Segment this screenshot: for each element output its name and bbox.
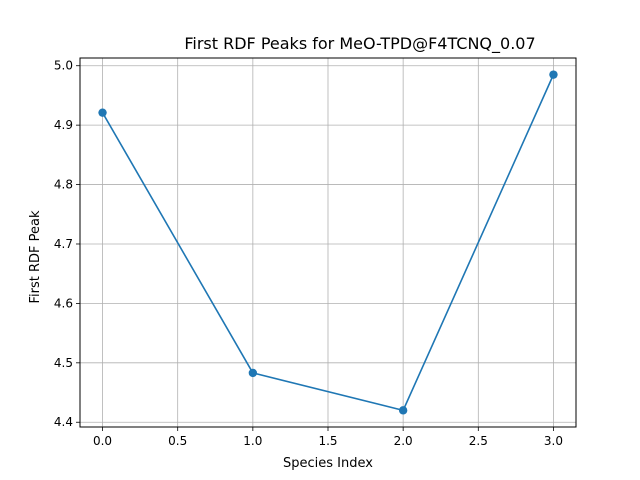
data-point <box>398 406 408 415</box>
y-tick-label: 4.5 <box>54 356 73 370</box>
x-axis-label: Species Index <box>283 456 373 471</box>
x-tick-label: 1.5 <box>318 434 337 448</box>
x-tick-label: 0.0 <box>93 434 112 448</box>
y-tick-label: 4.8 <box>54 178 73 192</box>
x-tick-label: 2.0 <box>394 434 413 448</box>
ticks-layer: 0.0 0.5 1.0 1.5 2.0 2.5 3.0 4.4 4.5 4.6 4.7 4.8 4.9 5… <box>54 59 563 448</box>
x-tick-label: 1.0 <box>243 434 262 448</box>
y-tick-label: 4.4 <box>54 415 73 429</box>
x-tick-label: 0.5 <box>168 434 187 448</box>
series-layer <box>98 70 558 415</box>
y-tick-label: 4.7 <box>54 237 73 251</box>
y-axis-label: First RDF Peak <box>28 210 43 303</box>
y-tick-label: 4.9 <box>54 118 73 132</box>
data-point <box>549 70 558 79</box>
chart-title: First RDF Peaks for MeO-TPD@F4TCNQ_0.07 <box>184 34 535 54</box>
data-point <box>248 368 258 378</box>
data-point <box>98 108 107 117</box>
y-tick-label: 4.6 <box>54 296 73 310</box>
y-tick-label: 5.0 <box>54 59 73 73</box>
series-line <box>101 74 555 412</box>
x-tick-label: 3.0 <box>544 434 563 448</box>
x-tick-label: 2.5 <box>469 434 488 448</box>
